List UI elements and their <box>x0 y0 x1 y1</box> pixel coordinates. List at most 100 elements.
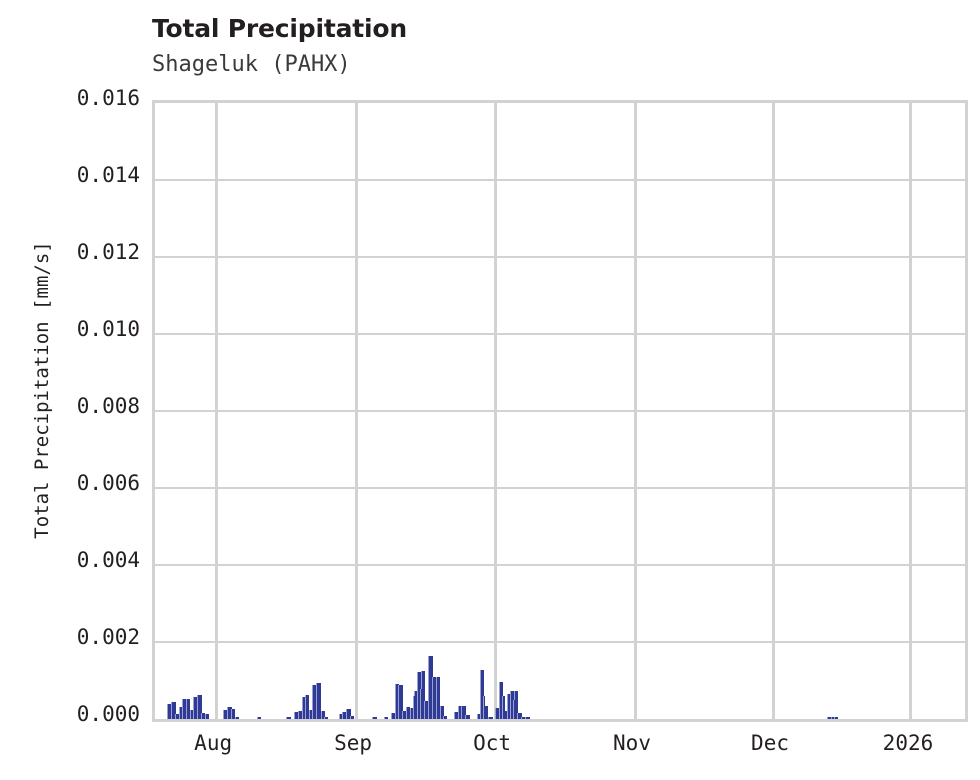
y-tick-label: 0.010 <box>76 317 140 341</box>
bar <box>498 682 504 719</box>
plot-area <box>152 100 968 722</box>
bar <box>256 717 261 719</box>
bar <box>435 677 440 719</box>
bar <box>372 717 377 719</box>
bar <box>234 717 239 719</box>
bar <box>517 712 522 719</box>
x-tick-label: Sep <box>334 731 373 755</box>
bar <box>412 695 416 719</box>
bar <box>402 711 407 719</box>
bar <box>521 717 526 719</box>
bar <box>525 717 530 719</box>
bar <box>342 711 347 719</box>
bar <box>395 683 400 719</box>
y-tick-label: 0.000 <box>76 702 140 726</box>
bar <box>465 715 470 719</box>
bar <box>390 712 396 719</box>
y-tick-label: 0.004 <box>76 548 140 572</box>
y-tick-label: 0.008 <box>76 394 140 418</box>
bar <box>398 685 403 719</box>
bar <box>293 712 299 719</box>
bar <box>409 708 414 719</box>
bar <box>286 717 291 719</box>
bar <box>174 714 180 719</box>
bar <box>186 699 191 719</box>
bar <box>309 709 314 719</box>
bar <box>458 705 463 719</box>
gridline-horizontal <box>155 564 965 566</box>
bar <box>227 707 232 719</box>
bar <box>830 717 836 719</box>
gridline-vertical <box>214 103 218 719</box>
bar <box>167 703 172 719</box>
x-tick-label: Dec <box>751 731 789 755</box>
bar <box>383 717 388 719</box>
bar <box>439 705 444 719</box>
gridline-horizontal <box>155 179 965 181</box>
bar <box>204 714 209 719</box>
bar <box>200 712 205 719</box>
bar <box>506 694 512 719</box>
bar <box>190 709 195 719</box>
bar <box>424 700 429 719</box>
bar <box>476 713 482 719</box>
gridline-vertical <box>633 103 637 719</box>
bar <box>305 695 310 719</box>
bar <box>461 706 466 719</box>
x-axis-tick-labels: Aug Sep Oct Nov Dec 2026 <box>152 731 962 761</box>
bar <box>495 707 500 719</box>
bar <box>349 716 354 719</box>
gridline-horizontal <box>155 333 965 335</box>
gridline-horizontal <box>155 487 965 489</box>
gridline-horizontal <box>155 641 965 643</box>
bar <box>454 712 459 719</box>
bar <box>223 709 228 719</box>
gridline-vertical <box>771 103 775 719</box>
y-axis-tick-labels: 0.016 0.014 0.012 0.010 0.008 0.006 0.004 0.002… <box>0 86 140 726</box>
bar <box>826 717 832 719</box>
bar <box>339 714 344 719</box>
y-tick-label: 0.012 <box>76 240 140 264</box>
y-tick-label: 0.006 <box>76 471 140 495</box>
x-tick-label: Aug <box>194 731 233 755</box>
bar <box>510 690 515 719</box>
bar <box>230 709 235 719</box>
bar <box>193 696 198 719</box>
y-tick-label: 0.014 <box>76 163 140 187</box>
bar <box>428 655 433 719</box>
bar <box>501 695 505 719</box>
x-tick-label: 2026 <box>882 731 934 755</box>
bar-series <box>155 103 965 719</box>
bar <box>442 715 448 719</box>
bar <box>323 716 329 719</box>
bar <box>297 710 303 719</box>
y-tick-label: 0.016 <box>76 86 140 110</box>
bar <box>405 707 410 719</box>
bar <box>171 702 176 719</box>
gridline-vertical <box>354 103 358 719</box>
gridline-horizontal <box>155 256 965 258</box>
bar <box>416 672 422 719</box>
bar <box>301 696 307 719</box>
gridline-vertical <box>909 103 913 719</box>
bar <box>512 699 516 719</box>
bar <box>346 709 351 719</box>
bar <box>320 711 325 719</box>
gridline-vertical <box>493 103 497 719</box>
bar <box>312 684 317 719</box>
bar <box>316 683 321 719</box>
bar <box>834 717 839 719</box>
x-tick-label: Nov <box>613 731 651 755</box>
x-tick-label: Oct <box>473 731 511 755</box>
gridline-horizontal <box>155 410 965 412</box>
bar <box>431 688 435 719</box>
bar <box>420 688 423 719</box>
chart-title: Total Precipitation <box>152 14 407 43</box>
bar <box>197 694 202 719</box>
bar <box>181 698 187 719</box>
chart-subtitle: Shageluk (PAHX) <box>152 52 351 77</box>
bar <box>482 695 486 719</box>
bar <box>178 707 184 719</box>
y-tick-label: 0.002 <box>76 625 140 649</box>
